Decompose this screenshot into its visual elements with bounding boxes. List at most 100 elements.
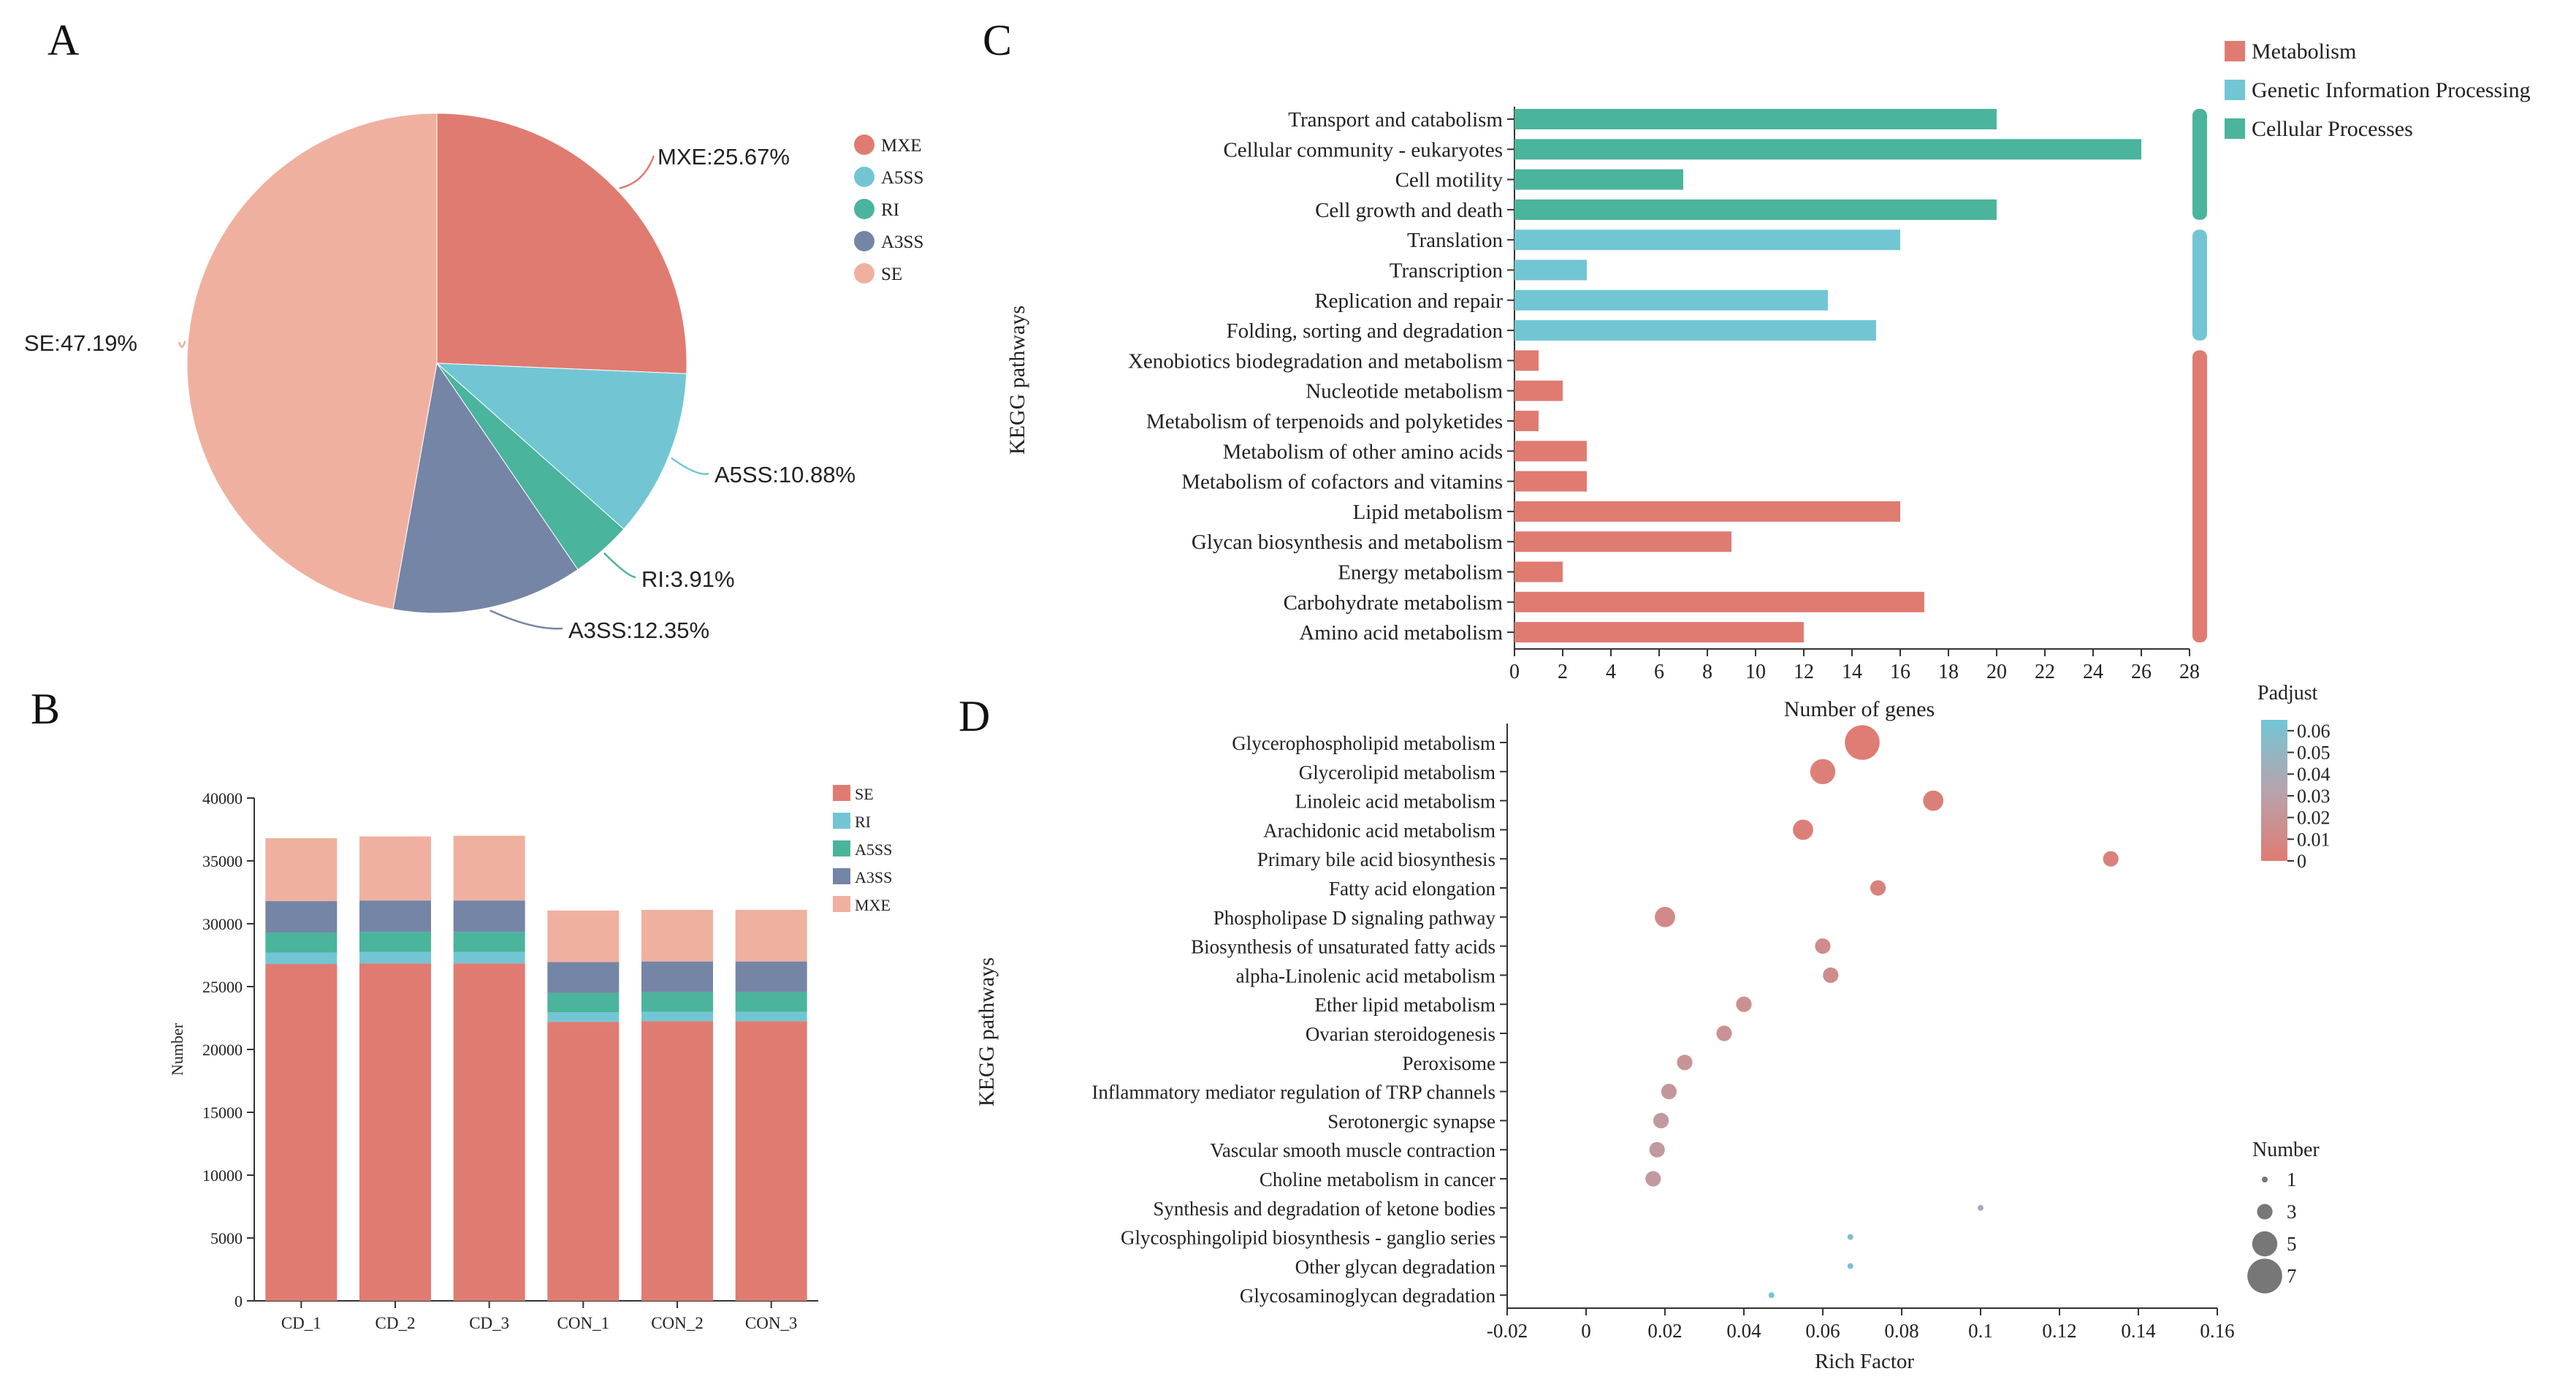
x-tick-label-d: 0.02 (1647, 1320, 1682, 1342)
bar-a5ss-con-3 (735, 992, 807, 1012)
x-tick-label-c: 10 (1745, 661, 1766, 683)
legend-swatch-b-a3ss (833, 868, 850, 884)
bar-a5ss-con-2 (641, 992, 713, 1012)
x-tick-label-c: 6 (1654, 661, 1664, 683)
bar-ri-cd-1 (265, 952, 338, 965)
legend-swatch-b-se (833, 785, 850, 801)
category-label-cell-growth-and-death: Cell growth and death (1315, 199, 1503, 222)
pathway-label-peroxisome: Peroxisome (1403, 1052, 1496, 1074)
size-legend-marker-1 (2262, 1177, 2268, 1182)
colorbar (2261, 720, 2287, 861)
size-legend-marker-7 (2247, 1258, 2282, 1294)
colorbar-title: Padjust (2257, 682, 2318, 705)
x-tick-label-cd-2: CD_2 (376, 1314, 416, 1332)
pie-label-a5ss: A5SS:10.88% (715, 462, 856, 487)
y-axis-label-b: Number (168, 1022, 186, 1076)
legend-label-a3ss: A3SS (881, 232, 923, 252)
bubble-glycerolipid-metabolism (1810, 759, 1836, 785)
group-bar-metabolism (2192, 350, 2207, 643)
pathway-label-serotonergic-synapse: Serotonergic synapse (1327, 1110, 1495, 1132)
legend-label-se: SE (881, 265, 902, 284)
legend-label-c-metabolism: Metabolism (2252, 39, 2356, 64)
x-axis-label-d: Rich Factor (1815, 1350, 1914, 1373)
pie-leader-se (178, 341, 186, 348)
y-axis-label-c: KEGG pathways (1005, 305, 1029, 455)
y-tick-label-b: 25000 (202, 978, 243, 996)
bubble-biosynthesis-of-unsaturated-fatty-acids (1815, 938, 1831, 954)
panel-letter-b: B (31, 685, 60, 733)
bar-se-cd-3 (453, 963, 525, 1301)
bar-se-con-1 (547, 1022, 620, 1301)
y-tick-label-b: 20000 (202, 1041, 243, 1059)
bar-se-cd-2 (359, 963, 431, 1301)
x-tick-label-d: 0.14 (2121, 1320, 2156, 1342)
bar-a5ss-cd-3 (453, 932, 525, 952)
category-label-xenobiotics-biodegradation-and-metabolism: Xenobiotics biodegradation and metabolis… (1128, 349, 1503, 373)
bar-mxe-cd-2 (359, 836, 431, 901)
bar-carbohydrate-metabolism (1514, 591, 1924, 612)
bar-a3ss-con-1 (547, 962, 620, 993)
bar-transport-and-catabolism (1514, 109, 1997, 129)
colorbar-tick-label: 0.06 (2297, 721, 2331, 742)
pie-leader-ri (603, 552, 636, 579)
x-tick-label-c: 8 (1702, 661, 1712, 683)
pathway-label-choline-metabolism-in-cancer: Choline metabolism in cancer (1260, 1169, 1495, 1190)
category-label-cell-motility: Cell motility (1395, 169, 1504, 192)
bar-ri-con-1 (547, 1012, 620, 1022)
pie-slice-a3ss (392, 362, 579, 614)
bubble-choline-metabolism-in-cancer (1645, 1171, 1661, 1187)
bar-a3ss-con-3 (735, 961, 807, 992)
pie-leader-a3ss (489, 609, 563, 630)
x-tick-label-d: 0.1 (1968, 1320, 1993, 1342)
x-tick-label-c: 14 (1842, 661, 1862, 683)
pie-legend: MXE A5SS RI A3SS SE (854, 134, 923, 284)
category-label-metabolism-of-cofactors-and-vitamins: Metabolism of cofactors and vitamins (1181, 471, 1503, 494)
legend-label-b-a5ss: A5SS (855, 840, 892, 859)
legend-label-b-ri: RI (855, 813, 871, 831)
category-label-replication-and-repair: Replication and repair (1314, 289, 1503, 313)
bar-amino-acid-metabolism (1514, 622, 1804, 643)
legend-marker-ri (854, 199, 874, 219)
bar-lipid-metabolism (1514, 501, 1900, 522)
category-label-energy-metabolism: Energy metabolism (1338, 561, 1503, 585)
x-tick-label-con-2: CON_2 (651, 1314, 704, 1332)
x-tick-label-c: 26 (2131, 661, 2152, 683)
bar-transcription (1514, 259, 1587, 281)
x-tick-label-c: 16 (1890, 661, 1910, 683)
bar-se-con-3 (735, 1021, 807, 1301)
category-label-translation: Translation (1407, 229, 1504, 252)
colorbar-tick-label: 0.04 (2297, 764, 2331, 785)
bubble-ovarian-steroidogenesis (1716, 1025, 1732, 1041)
x-tick-label-c: 2 (1558, 661, 1568, 683)
colorbar-tick-label: 0.02 (2297, 808, 2331, 829)
bar-mxe-cd-1 (265, 838, 338, 902)
pie-slice-a5ss (435, 362, 687, 530)
x-tick-label-c: 12 (1794, 661, 1814, 683)
legend-label-c-genetic: Genetic Information Processing (2252, 78, 2531, 102)
pathway-label-ether-lipid-metabolism: Ether lipid metabolism (1315, 994, 1495, 1016)
category-label-folding-sorting-and-degradation: Folding, sorting and degradation (1226, 319, 1503, 343)
colorbar-tick-label: 0.05 (2297, 743, 2331, 764)
category-label-metabolism-of-other-amino-acids: Metabolism of other amino acids (1223, 440, 1503, 463)
pie-leader-mxe (619, 155, 655, 189)
legend-swatch-c-genetic (2225, 80, 2245, 100)
bar-a3ss-cd-1 (265, 901, 338, 933)
x-tick-label-c: 20 (1986, 661, 2007, 683)
bar-a3ss-cd-2 (359, 900, 431, 933)
legend-label-b-a3ss: A3SS (855, 868, 892, 886)
kegg-bar-chart-c: Transport and catabolism Cellular communi… (1005, 39, 2531, 721)
stacked-bar-chart-b: 0 5000 10000 15000 20000 25000 30000 35000 40000… (168, 785, 892, 1332)
size-legend-label-7: 7 (2287, 1265, 2297, 1287)
bubble-glycerophospholipid-metabolism (1845, 725, 1880, 760)
pathway-label-glycosaminoglycan-degradation: Glycosaminoglycan degradation (1240, 1285, 1496, 1307)
bubble-primary-bile-acid-biosynthesis (2103, 851, 2119, 867)
pathway-label-glycerolipid-metabolism: Glycerolipid metabolism (1299, 762, 1495, 783)
legend-label-b-mxe: MXE (855, 896, 891, 914)
y-tick-label-b: 40000 (202, 789, 243, 808)
pie-label-mxe: MXE:25.67% (658, 144, 790, 170)
y-tick-label-b: 10000 (202, 1166, 243, 1185)
pathway-label-linoleic-acid-metabolism: Linoleic acid metabolism (1295, 791, 1495, 813)
bar-folding-sorting-and-degradation (1514, 320, 1876, 341)
bubble-glycosphingolipid-biosynthesis-ganglio-series (1847, 1234, 1853, 1240)
bar-cellular-community-eukaryotes (1514, 139, 2141, 160)
